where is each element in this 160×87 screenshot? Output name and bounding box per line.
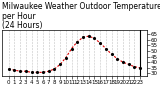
Text: Milwaukee Weather Outdoor Temperature
per Hour
(24 Hours): Milwaukee Weather Outdoor Temperature pe… [2, 2, 160, 30]
